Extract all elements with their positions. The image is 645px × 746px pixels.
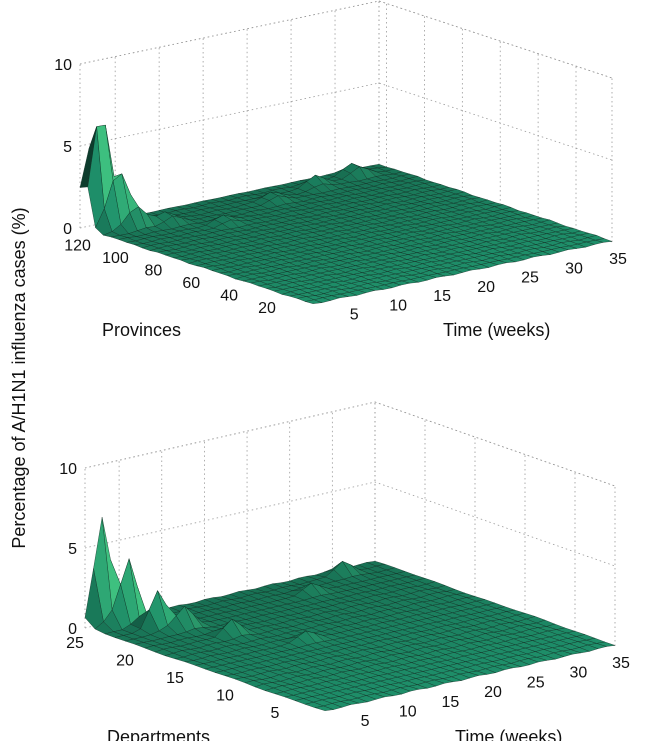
y-tick-label: 120 <box>64 238 91 255</box>
x-tick-label: 35 <box>612 655 630 672</box>
x-tick-label: 10 <box>389 297 407 314</box>
surface-cell <box>314 705 334 711</box>
provinces-surface-panel: 0 5 10 20 40 60 80 100 120 5 10 15 20 25 30 35 Provinces… <box>54 0 627 340</box>
y-tick-label: 15 <box>166 670 184 687</box>
tick-labels: 0 5 10 20 40 60 80 100 120 5 10 15 20 25 30 35 <box>54 57 627 324</box>
y-tick-label: 20 <box>258 300 276 317</box>
z-gridline <box>84 401 616 487</box>
y-tick-label: 80 <box>144 263 162 280</box>
time-axis-label: Time (weeks) <box>455 727 562 741</box>
z-gridline <box>84 481 616 567</box>
region-axis-label: Departments <box>107 727 210 741</box>
y-axis-label: Percentage of A/H1N1 influenza cases (%) <box>9 207 29 548</box>
x-tick-label: 15 <box>442 694 460 711</box>
y-tick-label: 40 <box>220 288 238 305</box>
x-tick-label: 30 <box>569 665 587 682</box>
x-tick-label: 10 <box>399 704 417 721</box>
time-axis-label: Time (weeks) <box>443 320 550 340</box>
z-gridline <box>79 0 613 79</box>
z-tick-label: 0 <box>63 221 72 238</box>
tick-labels: 0 5 10 5 10 15 20 25 5 10 15 20 25 30 35 <box>59 461 630 730</box>
region-axis-label: Provinces <box>102 320 181 340</box>
y-tick-label: 100 <box>102 250 129 267</box>
surface-mesh <box>79 124 613 304</box>
surface-mesh <box>84 517 616 711</box>
z-tick-label: 5 <box>68 541 77 558</box>
x-tick-label: 25 <box>527 674 545 691</box>
z-tick-label: 5 <box>63 139 72 156</box>
x-tick-label: 20 <box>477 279 495 296</box>
x-tick-label: 5 <box>361 713 370 730</box>
y-tick-label: 10 <box>216 688 234 705</box>
z-tick-label: 10 <box>54 57 72 74</box>
x-tick-label: 15 <box>433 288 451 305</box>
y-tick-label: 25 <box>66 635 84 652</box>
y-tick-label: 20 <box>116 653 134 670</box>
z-tick-label: 0 <box>68 621 77 638</box>
z-tick-label: 10 <box>59 461 77 478</box>
y-tick-label: 60 <box>182 275 200 292</box>
x-tick-label: 35 <box>609 251 627 268</box>
y-tick-label: 5 <box>271 705 280 722</box>
x-tick-label: 25 <box>521 270 539 287</box>
x-tick-label: 30 <box>565 260 583 277</box>
departments-surface-panel: 0 5 10 5 10 15 20 25 5 10 15 20 25 30 35 Departments Tim… <box>59 401 630 746</box>
z-gridline <box>79 82 613 161</box>
x-tick-label: 5 <box>350 307 359 324</box>
surface-cell <box>305 299 322 304</box>
x-tick-label: 20 <box>484 684 502 701</box>
